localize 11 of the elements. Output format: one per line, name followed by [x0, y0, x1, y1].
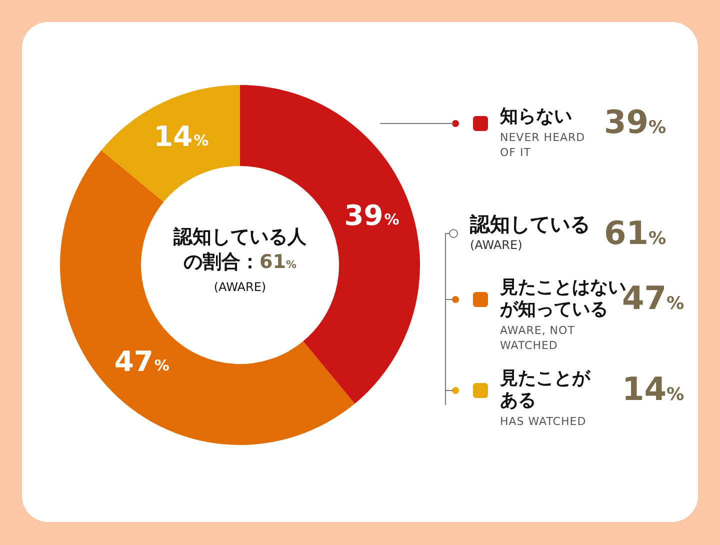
text: 14%: [622, 370, 684, 408]
text: 39%: [604, 103, 666, 141]
text: 61%: [260, 251, 296, 273]
text: 47%: [622, 279, 684, 317]
text: 認知している (AWARE): [470, 212, 590, 252]
legend-label: 知らない NEVER HEARD OF IT: [500, 106, 586, 160]
data-label: 47%: [114, 344, 170, 378]
text: 61%: [604, 214, 666, 252]
data-label: 39%: [344, 199, 400, 232]
data-label: 14%: [154, 120, 209, 154]
legend-label: 見たことがある HAS WATCHED: [500, 368, 592, 429]
